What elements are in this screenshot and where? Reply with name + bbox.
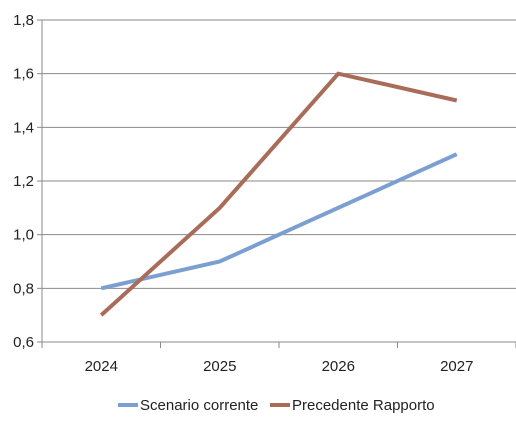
y-tick-label: 1,8 (13, 12, 34, 29)
series-line-2 (99, 71, 458, 317)
y-tick-label: 1,4 (13, 119, 34, 136)
y-tick-label: 0,8 (13, 280, 34, 297)
y-tick-label: 1,0 (13, 227, 34, 244)
x-tick-label: 2027 (440, 358, 473, 375)
x-tick-label: 2025 (203, 358, 236, 375)
axes: 0,6 0,8 1,0 1,2 1,4 1,6 1,8 2024 2025 2026 2027 (13, 12, 516, 375)
x-tick-label: 2024 (85, 358, 118, 375)
legend-label: Precedente Rapporto (292, 397, 435, 414)
y-tick-label: 1,6 (13, 66, 34, 83)
y-tick-label: 0,6 (13, 334, 34, 351)
y-tick-label: 1,2 (13, 173, 34, 190)
series-line-1 (100, 152, 458, 291)
series-lines (99, 71, 458, 317)
gridlines (42, 19, 516, 289)
x-tick-label: 2026 (322, 358, 355, 375)
legend: Scenario corrente Precedente Rapporto (118, 397, 435, 414)
legend-label: Scenario corrente (140, 397, 258, 414)
